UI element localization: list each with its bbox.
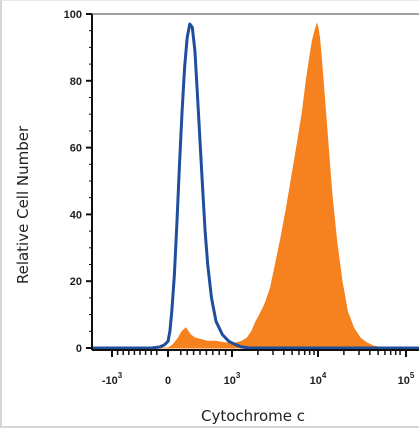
y-tick-label-40: 40 bbox=[70, 209, 82, 221]
series-layer bbox=[92, 22, 419, 350]
ticks-layer: 0 20 40 60 80 100 -103 0 103 104 105 bbox=[64, 9, 415, 387]
x-axis-title: Cytochrome c bbox=[201, 407, 305, 425]
y-tick-label-80: 80 bbox=[70, 76, 82, 88]
y-tick-label-60: 60 bbox=[70, 143, 82, 155]
y-axis-title: Relative Cell Number bbox=[14, 125, 32, 284]
x-tick-label-3: 104 bbox=[310, 371, 327, 387]
axes-layer bbox=[91, 13, 419, 351]
y-tick-label-20: 20 bbox=[70, 276, 82, 288]
series-1-outline-histogram bbox=[92, 22, 419, 350]
x-tick-label-0: -103 bbox=[102, 371, 123, 387]
x-tick-label-4: 105 bbox=[398, 371, 415, 387]
x-tick-label-2: 103 bbox=[224, 371, 241, 387]
x-tick-label-1: 0 bbox=[165, 375, 171, 387]
series-0-filled-histogram bbox=[92, 22, 419, 349]
y-tick-label-100: 100 bbox=[64, 9, 82, 21]
y-tick-label-0: 0 bbox=[76, 343, 82, 355]
